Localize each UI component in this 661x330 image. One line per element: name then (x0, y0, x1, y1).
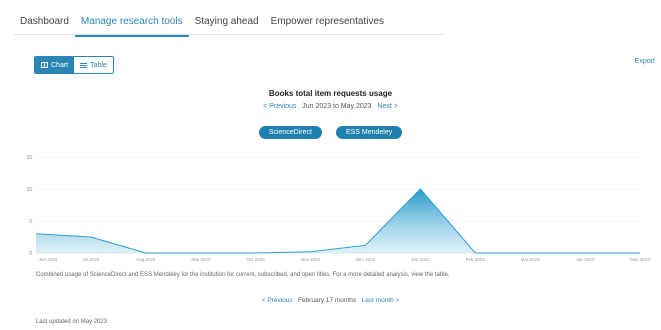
x-tick-label: Jun 2022 (39, 257, 58, 262)
x-tick-label: Sep 2022 (191, 257, 211, 262)
x-tick-label: Feb 2023 (466, 257, 486, 262)
x-tick-label: Apr 2023 (576, 257, 595, 262)
tab-staying-ahead[interactable]: Staying ahead (194, 16, 259, 27)
table-view-label: Table (90, 61, 107, 69)
x-tick-label: May 2023 (630, 257, 650, 262)
last-updated: Last updated on May 2023 (36, 319, 108, 325)
x-tick-label: Mar 2023 (521, 257, 541, 262)
tab-empower-representatives[interactable]: Empower representatives (270, 16, 384, 27)
x-tick-label: Oct 2022 (247, 257, 266, 262)
footer-previous-link[interactable]: < Previous (261, 297, 293, 304)
table-icon (80, 62, 88, 68)
footer-next-link[interactable]: Last month > (361, 297, 400, 304)
y-tick-label: 5 (29, 219, 32, 225)
usage-line (35, 188, 640, 254)
x-tick-label: Jan 2023 (411, 257, 430, 262)
chart-caption: Combined usage of ScienceDirect and ESS … (36, 272, 450, 278)
x-tick-label: Aug 2022 (136, 257, 156, 262)
main-tabs: Dashboard Manage research tools Staying … (14, 10, 390, 37)
chart-view-button[interactable]: Chart (35, 57, 75, 73)
date-navigation: < Previous Jun 2023 to May 2023 Next > (0, 103, 661, 110)
tab-manage-research-tools[interactable]: Manage research tools (74, 10, 189, 37)
y-tick-label: 10 (26, 187, 32, 193)
footer-navigation: < Previous February 17 months Last month… (0, 297, 661, 304)
view-toggle: Chart Table (34, 56, 114, 74)
date-range: Jun 2023 to May 2023 (302, 103, 372, 110)
table-view-button[interactable]: Table (74, 57, 113, 73)
sciencedirect-pill[interactable]: ScienceDirect (258, 126, 322, 139)
chart-icon (41, 62, 48, 68)
next-period-link[interactable]: Next > (377, 103, 398, 110)
chart-view-label: Chart (51, 61, 69, 69)
x-tick-label: Nov 2022 (301, 257, 321, 262)
y-tick-label: 15 (26, 155, 32, 161)
tab-dashboard[interactable]: Dashboard (20, 16, 69, 27)
export-link[interactable]: Export (634, 58, 655, 65)
previous-period-link[interactable]: < Previous (263, 103, 297, 110)
usage-area (36, 189, 640, 253)
platform-filters: ScienceDirect ESS Mendeley (0, 126, 661, 139)
x-tick-label: Dec 2022 (356, 257, 376, 262)
x-tick-label: Jul 2022 (82, 257, 100, 262)
usage-area-chart: 15 10 5 0 Jun 2022 Jul 2022 Aug 2022 Sep 2022 O… (26, 155, 650, 262)
chart-title: Books total item requests usage (268, 89, 393, 98)
footer-period: February 17 months (297, 297, 357, 304)
tabs-divider (14, 34, 444, 35)
ess-mendeley-pill[interactable]: ESS Mendeley (335, 126, 403, 139)
y-tick-label: 0 (29, 251, 32, 257)
